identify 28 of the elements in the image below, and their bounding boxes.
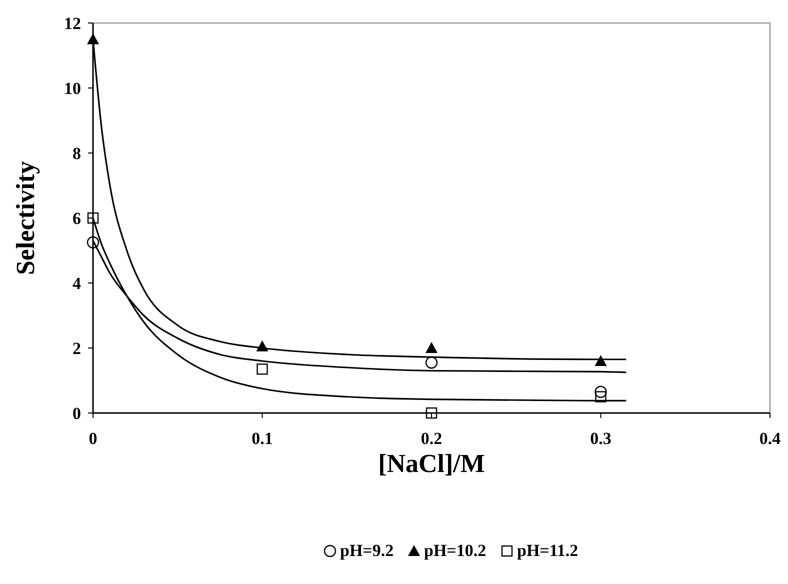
y-tick-label: 8 <box>72 144 81 163</box>
point <box>86 236 100 248</box>
point <box>87 33 99 44</box>
y-tick-label: 2 <box>72 339 81 358</box>
point <box>425 356 438 369</box>
y-tick-label: 0 <box>72 404 81 423</box>
point <box>87 212 99 224</box>
x-axis-title: [NaCl]/M <box>378 449 485 478</box>
point <box>595 391 606 402</box>
point <box>594 386 607 398</box>
legend-label: pH=10.2 <box>424 541 486 560</box>
y-axis-title: Selectivity <box>11 160 40 276</box>
x-tick-label: 0.2 <box>420 429 442 448</box>
point <box>426 407 438 419</box>
y-tick-label: 6 <box>72 209 81 228</box>
legend-label: pH=11.2 <box>517 541 578 560</box>
point <box>426 342 438 353</box>
point <box>594 355 607 366</box>
y-tick-label: 10 <box>64 79 81 98</box>
y-tick-label: 4 <box>72 274 82 293</box>
x-tick-label: 0 <box>88 429 98 448</box>
point <box>256 364 268 375</box>
legend-label: pH=9.2 <box>340 541 394 560</box>
point <box>256 340 268 352</box>
y-tick-label: 12 <box>64 14 81 33</box>
x-tick-label: 0.3 <box>590 429 612 448</box>
x-tick-label: 0.4 <box>759 429 782 448</box>
x-tick-label: 0.1 <box>252 429 273 448</box>
